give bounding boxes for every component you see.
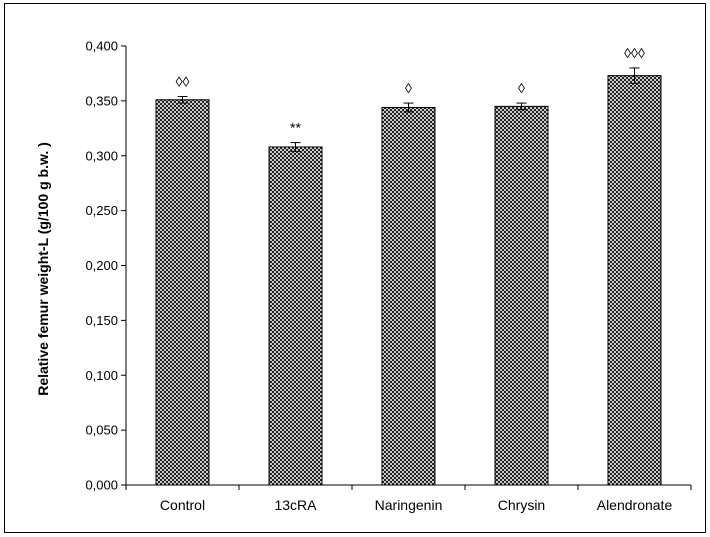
y-tick-label: 0,150	[85, 313, 118, 328]
bar-chart: ◊◊**◊ ◊◊◊◊ 0,0000,0500,1000,1500,2000,250…	[35, 39, 692, 513]
y-tick-labels: 0,000 0,050 0,100 0,150 0,200 0,250 0,300 0,350…	[85, 39, 118, 493]
y-tick-label: 0,000	[85, 478, 118, 493]
chart-frame: ◊◊ ** ◊ ◊ ◊◊◊ 0,000 0,050 0,100 0,150 0,200 0,250…	[4, 3, 706, 533]
y-tick-label: 0,250	[85, 203, 118, 218]
bars: ◊◊**◊ ◊◊◊◊	[155, 45, 662, 486]
y-tick-label: 0,200	[85, 258, 118, 273]
x-tick-label: Control	[160, 497, 205, 513]
y-tick-label: 0,350	[85, 93, 118, 108]
significance-annotation: **	[290, 120, 301, 136]
significance-annotation: ◊◊◊	[624, 45, 645, 61]
y-tick-label: 0,300	[85, 148, 118, 163]
x-tick-label: Chrysin	[498, 497, 545, 513]
y-tick-label: 0,050	[85, 423, 118, 438]
x-tick-label: Naringenin	[375, 497, 443, 513]
y-tick-label: 0,400	[85, 39, 118, 54]
significance-annotation: ◊	[405, 80, 412, 96]
bar	[494, 105, 549, 486]
bar	[268, 146, 323, 486]
significance-annotation: ◊	[518, 80, 525, 96]
significance-annotation: ◊◊	[176, 73, 190, 89]
y-axis-title: Relative femur weight-L (g/100 g b.w. )	[35, 142, 51, 396]
bar	[381, 106, 436, 486]
x-tick-label: Alendronate	[597, 497, 673, 513]
axes	[121, 45, 692, 490]
bar	[607, 75, 662, 486]
bar	[155, 99, 210, 486]
x-tick-label: 13cRA	[274, 497, 317, 513]
x-tick-labels: Control 13cRA Naringenin Chrysin Alendronate	[160, 497, 673, 513]
y-tick-label: 0,100	[85, 368, 118, 383]
